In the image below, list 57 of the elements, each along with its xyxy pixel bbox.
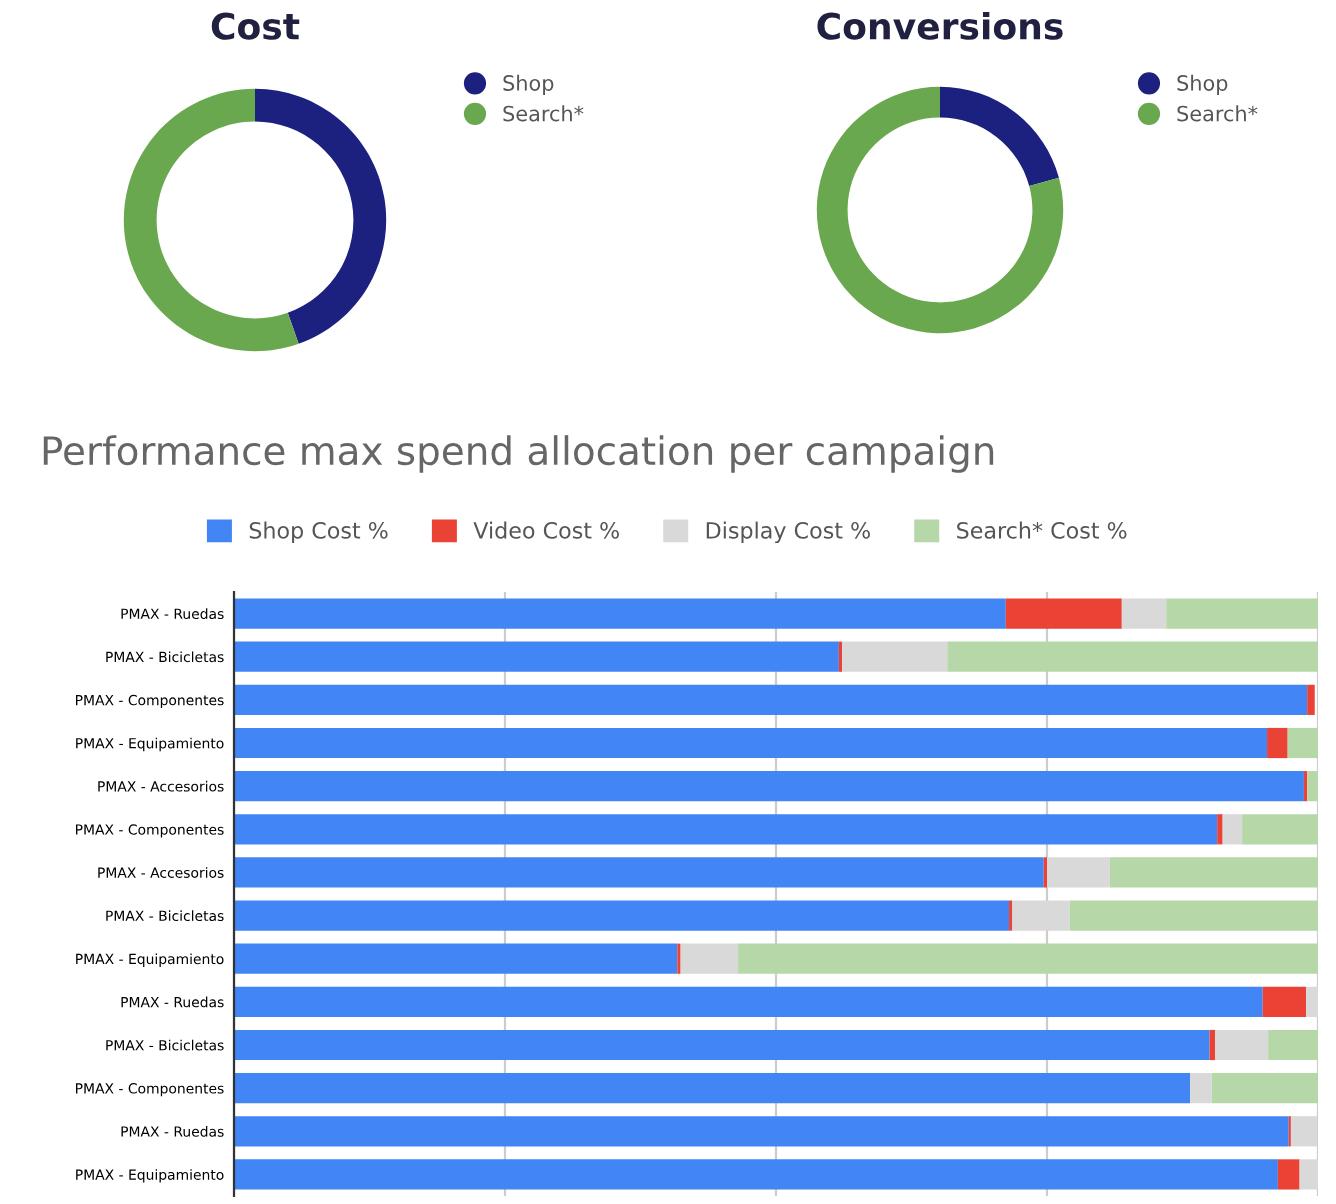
bar [234, 857, 1044, 888]
bar [1222, 814, 1243, 845]
bar [1215, 1029, 1269, 1061]
bar [1109, 857, 1318, 888]
bar [1307, 684, 1315, 715]
bar [1306, 986, 1318, 1017]
bar [1290, 1116, 1317, 1147]
legend-label: Shop [1177, 74, 1228, 95]
bar [234, 684, 1308, 715]
legend-label: Search* [503, 105, 584, 122]
bar [234, 771, 1304, 802]
bar [234, 727, 1268, 759]
legend-label: Search* [1177, 105, 1258, 122]
bar [1012, 900, 1070, 931]
bar [234, 641, 839, 672]
bar [1267, 727, 1288, 759]
chart-title: Cost [211, 12, 300, 40]
bar [1069, 900, 1318, 931]
bar [842, 641, 948, 672]
legend-label: Shop Cost % [249, 521, 388, 544]
bar [1287, 727, 1318, 759]
donut-slice [816, 86, 1064, 334]
chart-title: Conversions [817, 11, 1063, 40]
bar [1277, 1159, 1300, 1190]
bar [1047, 857, 1110, 888]
legend-label: Shop [503, 74, 554, 95]
bar [1005, 598, 1122, 629]
bar [234, 814, 1218, 845]
bar [1268, 1029, 1318, 1061]
bar [234, 986, 1263, 1017]
bar [234, 1029, 1210, 1061]
bar [680, 943, 739, 974]
donut-slice [940, 86, 1059, 186]
bar [1166, 598, 1318, 629]
legend-label: Display Cost % [706, 521, 870, 544]
bar [947, 641, 1318, 672]
bar [234, 943, 678, 974]
bar [1262, 986, 1307, 1017]
bar [738, 943, 1318, 974]
legend-label: Search* Cost % [957, 521, 1127, 539]
bar [1217, 814, 1223, 845]
bar [1242, 814, 1318, 845]
bar [234, 598, 1006, 629]
chart-title: Performance max spend allocation per campaign [43, 435, 994, 473]
bar [234, 900, 1010, 931]
bar [1211, 1073, 1318, 1104]
bar [234, 1159, 1278, 1190]
bar [1307, 771, 1318, 802]
bar [1190, 1073, 1212, 1104]
bar [1121, 598, 1167, 629]
bar [1299, 1159, 1318, 1190]
legend-label: Video Cost % [473, 521, 619, 539]
bar [234, 1116, 1289, 1147]
donut-slice [255, 88, 387, 344]
donut-slice [123, 88, 299, 352]
bar [234, 1073, 1191, 1104]
bar [1209, 1029, 1216, 1061]
